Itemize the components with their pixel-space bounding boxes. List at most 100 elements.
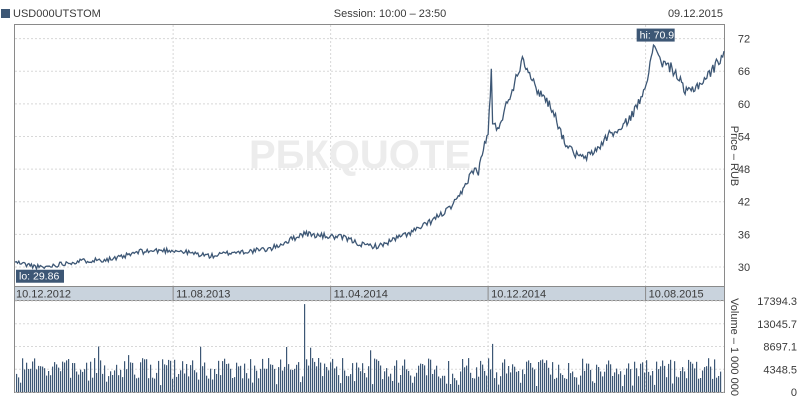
volume-bar bbox=[454, 378, 456, 392]
volume-bar bbox=[682, 367, 684, 392]
volume-bar bbox=[410, 375, 412, 392]
volume-bar bbox=[706, 366, 708, 392]
volume-bar bbox=[100, 360, 102, 392]
volume-bar bbox=[578, 384, 580, 392]
volume-bar bbox=[186, 364, 188, 392]
volume-bar bbox=[22, 358, 24, 392]
volume-bar bbox=[646, 360, 648, 392]
date-tick-label: 10.12.2014 bbox=[491, 289, 546, 301]
volume-bar bbox=[412, 382, 414, 392]
volume-bar bbox=[218, 360, 220, 392]
volume-bar bbox=[720, 371, 722, 392]
volume-bar bbox=[616, 368, 618, 392]
volume-bar bbox=[82, 371, 84, 392]
volume-bar bbox=[182, 361, 184, 392]
volume-bar bbox=[450, 384, 452, 392]
volume-bar bbox=[314, 361, 316, 392]
volume-bar bbox=[64, 362, 66, 392]
volume-bar bbox=[566, 378, 568, 392]
volume-bar bbox=[174, 359, 176, 392]
price-tick-label: 48 bbox=[738, 164, 750, 176]
volume-bar bbox=[370, 350, 372, 392]
volume-bar bbox=[642, 362, 644, 392]
volume-bar bbox=[504, 359, 506, 392]
volume-bar bbox=[212, 379, 214, 392]
volume-bar bbox=[60, 371, 62, 392]
volume-bar bbox=[354, 381, 356, 392]
volume-bar bbox=[670, 359, 672, 392]
volume-bar bbox=[604, 371, 606, 392]
volume-bar bbox=[290, 369, 292, 392]
volume-bar bbox=[376, 359, 378, 392]
volume-bar bbox=[434, 369, 436, 392]
volume-bar bbox=[568, 363, 570, 392]
volume-bar bbox=[664, 365, 666, 392]
volume-bar bbox=[580, 375, 582, 392]
volume-bar bbox=[222, 361, 224, 392]
volume-bar bbox=[208, 378, 210, 392]
volume-bar bbox=[466, 365, 468, 392]
volume-bar bbox=[464, 367, 466, 392]
volume-bar bbox=[184, 373, 186, 392]
volume-tick-label: 0 bbox=[791, 387, 797, 399]
price-line bbox=[14, 43, 725, 271]
volume-bar bbox=[676, 376, 678, 392]
volume-bar bbox=[632, 385, 634, 392]
volume-bar bbox=[192, 360, 194, 392]
volume-bar bbox=[254, 365, 256, 392]
volume-bar bbox=[104, 365, 106, 392]
volume-bar bbox=[438, 376, 440, 392]
price-axis: 30 36 42 48 54 60 66 72 bbox=[738, 34, 750, 274]
volume-bar bbox=[234, 377, 236, 392]
volume-bar bbox=[360, 371, 362, 392]
volume-bar bbox=[278, 367, 280, 392]
volume-tick-label: 13045.7 bbox=[757, 319, 797, 331]
volume-bar bbox=[644, 372, 646, 392]
volume-bar bbox=[556, 377, 558, 392]
volume-bar bbox=[462, 359, 464, 392]
volume-bar bbox=[260, 368, 262, 392]
volume-bar bbox=[226, 364, 228, 392]
volume-bar bbox=[636, 368, 638, 392]
volume-bar bbox=[102, 373, 104, 392]
volume-bar bbox=[220, 375, 222, 392]
volume-bar bbox=[690, 361, 692, 392]
volume-bar bbox=[694, 368, 696, 392]
volume-bar bbox=[154, 378, 156, 392]
volume-bar bbox=[652, 371, 654, 392]
volume-bar bbox=[678, 377, 680, 392]
volume-bar bbox=[206, 375, 208, 392]
volume-bar bbox=[390, 373, 392, 392]
volume-bar bbox=[224, 358, 226, 392]
volume-bar bbox=[150, 364, 152, 392]
volume-bar bbox=[156, 372, 158, 392]
volume-bar bbox=[528, 360, 530, 392]
volume-bar bbox=[330, 362, 332, 392]
header-date: 09.12.2015 bbox=[668, 8, 723, 20]
volume-bar bbox=[666, 377, 668, 392]
volume-bar bbox=[484, 370, 486, 392]
volume-bar bbox=[428, 358, 430, 392]
volume-bar bbox=[52, 366, 54, 392]
volume-bar bbox=[78, 374, 80, 392]
volume-bar bbox=[172, 378, 174, 392]
volume-bar bbox=[570, 373, 572, 392]
volume-bar bbox=[40, 366, 42, 392]
volume-bar bbox=[688, 359, 690, 392]
volume-bar bbox=[68, 359, 70, 392]
volume-bar bbox=[112, 375, 114, 392]
volume-bar bbox=[332, 358, 334, 392]
volume-bar bbox=[532, 367, 534, 392]
volume-bar bbox=[284, 366, 286, 392]
volume-bar bbox=[424, 365, 426, 392]
volume-bar bbox=[134, 374, 136, 392]
volume-bar bbox=[242, 378, 244, 392]
volume-bar bbox=[686, 378, 688, 392]
volume-bar bbox=[298, 362, 300, 392]
ticker-label: USD000UTSTOM bbox=[13, 8, 101, 20]
volume-bar bbox=[66, 360, 68, 392]
volume-bar bbox=[638, 376, 640, 392]
volume-tick-label: 8697.1 bbox=[763, 342, 797, 354]
volume-bar bbox=[662, 360, 664, 392]
volume-bar bbox=[650, 375, 652, 392]
